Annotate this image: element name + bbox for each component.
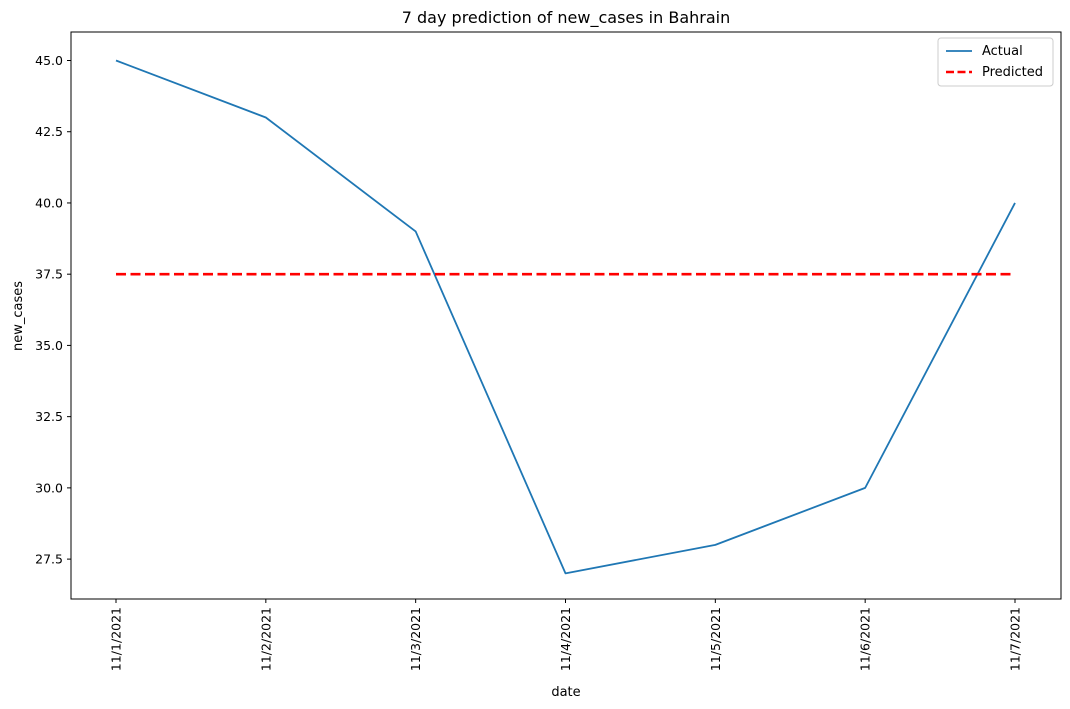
- x-tick-label: 11/5/2021: [708, 607, 723, 671]
- legend-label-actual: Actual: [982, 44, 1023, 59]
- y-axis-label: new_cases: [11, 281, 26, 351]
- y-tick-label: 37.5: [35, 267, 63, 282]
- legend: Actual Predicted: [937, 37, 1054, 87]
- x-tick-label: 11/7/2021: [1008, 607, 1023, 671]
- y-tick-label: 35.0: [35, 338, 63, 353]
- x-tick-label: 11/4/2021: [558, 607, 573, 671]
- x-tick-label: 11/3/2021: [408, 607, 423, 671]
- plot-area: [70, 31, 1062, 600]
- x-axis-label: date: [551, 685, 580, 700]
- y-tick-label: 27.5: [35, 552, 63, 567]
- x-tick-label: 11/1/2021: [109, 607, 124, 671]
- x-axis: 11/1/2021 11/2/2021 11/3/2021 11/4/2021 11/5…: [109, 599, 1023, 671]
- y-tick-label: 30.0: [35, 480, 63, 495]
- y-tick-label: 42.5: [35, 124, 63, 139]
- legend-box: [937, 37, 1054, 87]
- legend-label-predicted: Predicted: [982, 65, 1043, 80]
- y-axis: 27.5 30.0 32.5 35.0 37.5 40.0 42.5 45.0: [35, 53, 71, 567]
- y-tick-label: 40.0: [35, 195, 63, 210]
- series-layer: [115, 59, 1016, 575]
- x-tick-label: 11/6/2021: [858, 607, 873, 671]
- series-line-actual: [115, 59, 1016, 575]
- chart-title: 7 day prediction of new_cases in Bahrain: [402, 8, 730, 28]
- x-tick-label: 11/2/2021: [258, 607, 273, 671]
- y-tick-label: 32.5: [35, 409, 63, 424]
- y-tick-label: 45.0: [35, 53, 63, 68]
